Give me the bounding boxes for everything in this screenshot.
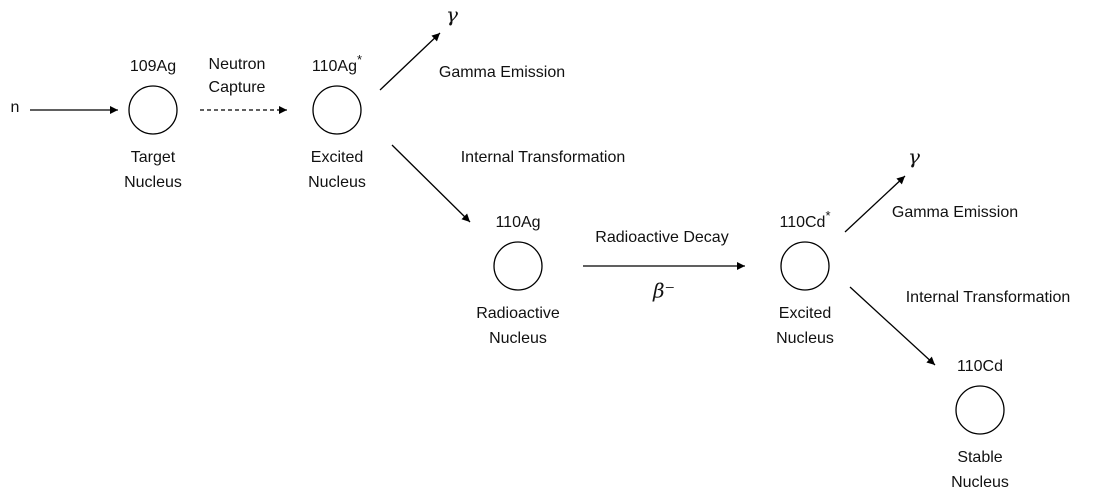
nucleus-circle [312,85,362,135]
incoming-label: n [11,99,20,116]
nucleus-description: Nucleus [951,474,1009,489]
isotope-name: 110Cd [779,214,825,231]
edge-label: Internal Transformation [906,289,1071,306]
nodes: 109AgTargetNucleus110Ag*ExcitedNucleus11… [124,52,1009,489]
isotope-superscript: * [357,52,362,67]
edge-label: Internal Transformation [461,149,626,166]
isotope-name: 110Ag [495,214,540,231]
edge-labels: Neutron Capture γ Gamma Emission Interna… [209,3,1071,307]
edge-label: Gamma Emission [892,204,1018,221]
arrow [844,175,906,233]
nucleus-description: Excited [779,305,831,322]
isotope-name: 110Ag [312,58,357,75]
isotope-label: 110Cd* [779,208,830,231]
edge-label: Neutron [209,56,266,73]
nucleus-description: Nucleus [489,330,547,347]
arrows [30,32,936,366]
arrow [379,32,441,91]
nucleus-description: Nucleus [124,174,182,191]
nucleus-description: Nucleus [776,330,834,347]
gamma-symbol: γ [446,3,458,27]
isotope-label: 109Ag [130,58,176,75]
gamma-symbol: γ [908,145,920,169]
isotope-label: 110Ag [495,214,540,231]
edge-label: Gamma Emission [439,64,565,81]
arrow [849,286,936,366]
isotope-superscript: * [825,208,830,223]
isotope-label: 110Cd [957,358,1003,375]
nucleus-circle [128,85,178,135]
nucleus-description: Excited [311,149,363,166]
isotope-name: 109Ag [130,58,176,75]
edge-label: Radioactive Decay [595,229,728,246]
edge-label: Capture [209,79,266,96]
nucleus-description: Radioactive [476,305,560,322]
nucleus-description: Stable [957,449,1002,466]
nucleus-description: Nucleus [308,174,366,191]
arrow [391,144,471,223]
nucleus-description: Target [131,149,176,166]
nucleus-circle [780,241,830,291]
nucleus-circle [493,241,543,291]
isotope-name: 110Cd [957,358,1003,375]
nucleus-circle [955,385,1005,435]
beta-symbol: β⁻ [652,279,675,303]
isotope-label: 110Ag* [312,52,362,75]
